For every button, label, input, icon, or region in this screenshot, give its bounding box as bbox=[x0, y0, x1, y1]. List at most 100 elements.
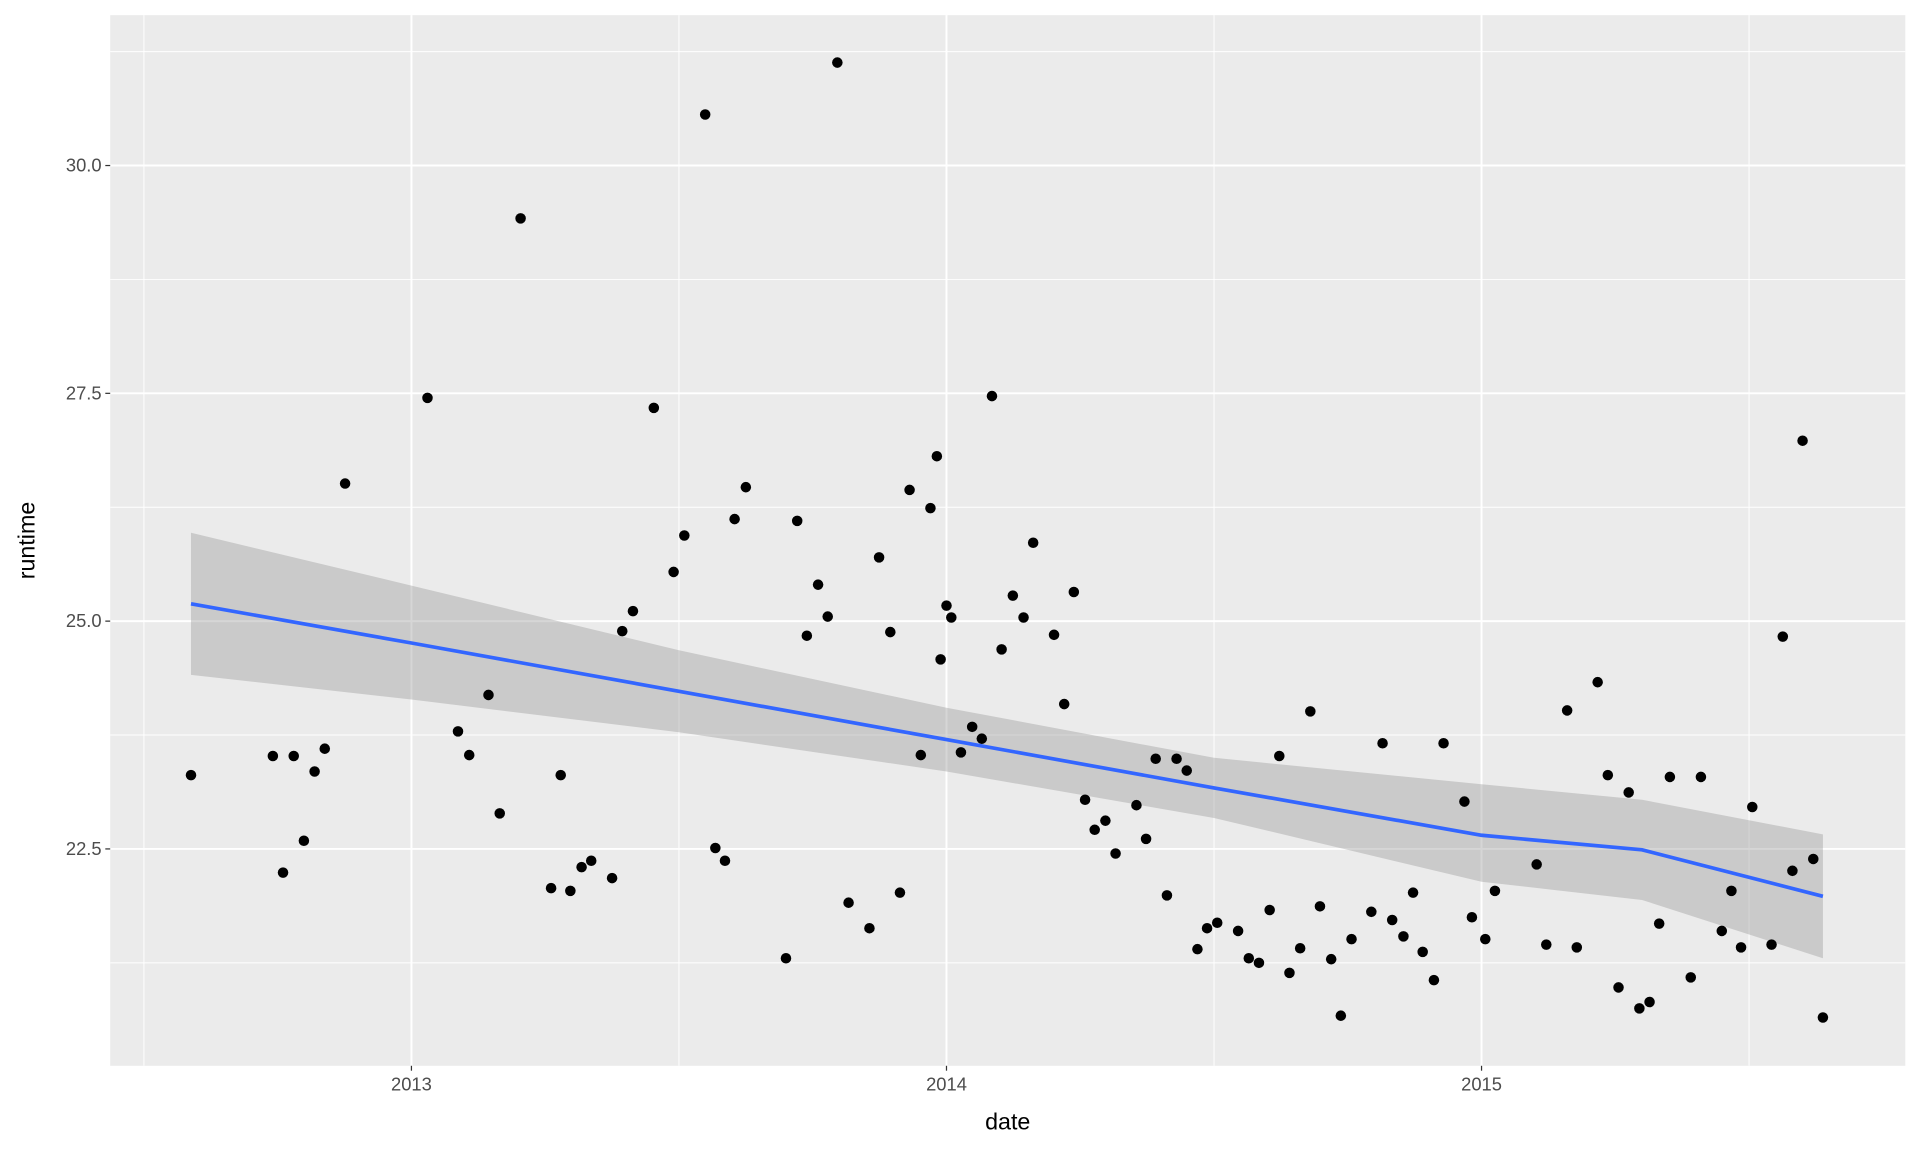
data-point bbox=[1407, 887, 1419, 898]
data-point bbox=[885, 626, 896, 638]
data-point bbox=[319, 743, 331, 754]
data-point bbox=[298, 835, 310, 846]
plot-panel bbox=[110, 15, 1906, 1066]
data-point bbox=[873, 552, 885, 563]
data-point bbox=[1695, 771, 1707, 783]
data-point bbox=[780, 953, 792, 964]
data-point bbox=[1787, 865, 1798, 877]
data-point bbox=[976, 733, 988, 744]
data-point bbox=[1592, 676, 1603, 688]
data-point bbox=[1181, 765, 1192, 776]
data-point bbox=[1644, 996, 1655, 1008]
data-point bbox=[1797, 435, 1808, 446]
data-point bbox=[452, 726, 464, 737]
data-point bbox=[1314, 901, 1326, 912]
data-point bbox=[955, 747, 967, 758]
data-point bbox=[1264, 904, 1275, 916]
data-point bbox=[1466, 912, 1478, 923]
data-point bbox=[1305, 706, 1316, 717]
data-point bbox=[1489, 885, 1501, 897]
data-point bbox=[1007, 590, 1019, 601]
data-point bbox=[996, 644, 1007, 655]
data-point bbox=[822, 611, 833, 622]
data-point bbox=[1211, 917, 1223, 929]
data-point bbox=[463, 749, 475, 761]
data-point bbox=[1100, 815, 1111, 826]
data-point bbox=[1068, 586, 1080, 598]
data-point bbox=[185, 769, 197, 781]
data-point bbox=[627, 605, 639, 617]
data-point bbox=[668, 566, 679, 578]
data-point bbox=[267, 750, 279, 762]
data-point bbox=[941, 600, 952, 611]
data-point bbox=[1274, 750, 1285, 762]
data-point bbox=[679, 530, 690, 541]
data-point bbox=[1027, 537, 1039, 549]
data-point bbox=[740, 481, 752, 493]
data-points bbox=[185, 57, 1829, 1023]
data-point bbox=[1613, 982, 1624, 993]
data-point bbox=[931, 450, 943, 462]
x-axis-title: date bbox=[985, 1108, 1030, 1134]
data-point bbox=[1089, 824, 1100, 836]
data-point bbox=[894, 887, 906, 898]
data-point bbox=[946, 612, 957, 623]
data-point bbox=[1294, 942, 1306, 954]
data-point bbox=[576, 861, 587, 873]
data-point bbox=[719, 855, 731, 867]
data-point bbox=[1377, 737, 1388, 749]
data-point bbox=[545, 882, 557, 894]
data-point bbox=[1131, 799, 1142, 811]
data-point bbox=[925, 502, 936, 514]
data-point bbox=[1571, 942, 1583, 953]
data-point bbox=[483, 689, 494, 701]
data-point bbox=[648, 402, 660, 414]
regression-line bbox=[190, 602, 1824, 899]
data-point bbox=[1335, 1010, 1347, 1021]
data-point bbox=[864, 922, 875, 934]
data-point bbox=[585, 855, 597, 867]
data-point bbox=[1726, 885, 1737, 897]
data-point bbox=[812, 579, 824, 590]
data-point bbox=[1541, 939, 1552, 950]
data-point bbox=[1171, 753, 1182, 764]
data-point bbox=[791, 515, 803, 527]
data-point bbox=[1685, 972, 1697, 983]
data-point bbox=[1602, 769, 1614, 781]
data-point bbox=[966, 721, 978, 733]
data-point bbox=[1284, 967, 1295, 979]
data-point bbox=[1110, 848, 1121, 859]
data-point bbox=[710, 842, 721, 854]
x-tick-label: 2015 bbox=[1461, 1073, 1502, 1094]
data-point bbox=[1808, 853, 1819, 865]
data-point bbox=[1192, 943, 1203, 955]
data-point bbox=[801, 630, 813, 641]
data-point bbox=[1766, 939, 1777, 950]
data-point bbox=[1346, 933, 1357, 945]
data-point bbox=[1325, 953, 1337, 965]
y-tick-label: 22.5 bbox=[66, 838, 102, 859]
data-point bbox=[904, 484, 915, 496]
data-point bbox=[843, 897, 854, 908]
data-point bbox=[1201, 922, 1213, 934]
data-point bbox=[935, 654, 946, 665]
data-point bbox=[494, 808, 505, 819]
minor-gridlines bbox=[110, 15, 1906, 1066]
data-point bbox=[1777, 631, 1789, 642]
data-point bbox=[606, 872, 618, 884]
data-point bbox=[832, 57, 843, 68]
data-point bbox=[422, 392, 433, 404]
data-point bbox=[915, 749, 927, 761]
data-point bbox=[1438, 737, 1449, 749]
y-tick-label: 30.0 bbox=[66, 155, 102, 176]
data-point bbox=[1480, 933, 1491, 945]
data-point bbox=[1459, 796, 1470, 807]
x-axis-ticks: 2013 2014 2015 bbox=[391, 1065, 1502, 1094]
data-point bbox=[616, 625, 628, 637]
data-point bbox=[1735, 942, 1747, 953]
data-point bbox=[1386, 914, 1398, 926]
data-point bbox=[1018, 612, 1029, 623]
data-point bbox=[1058, 698, 1070, 710]
data-point bbox=[1428, 974, 1440, 986]
